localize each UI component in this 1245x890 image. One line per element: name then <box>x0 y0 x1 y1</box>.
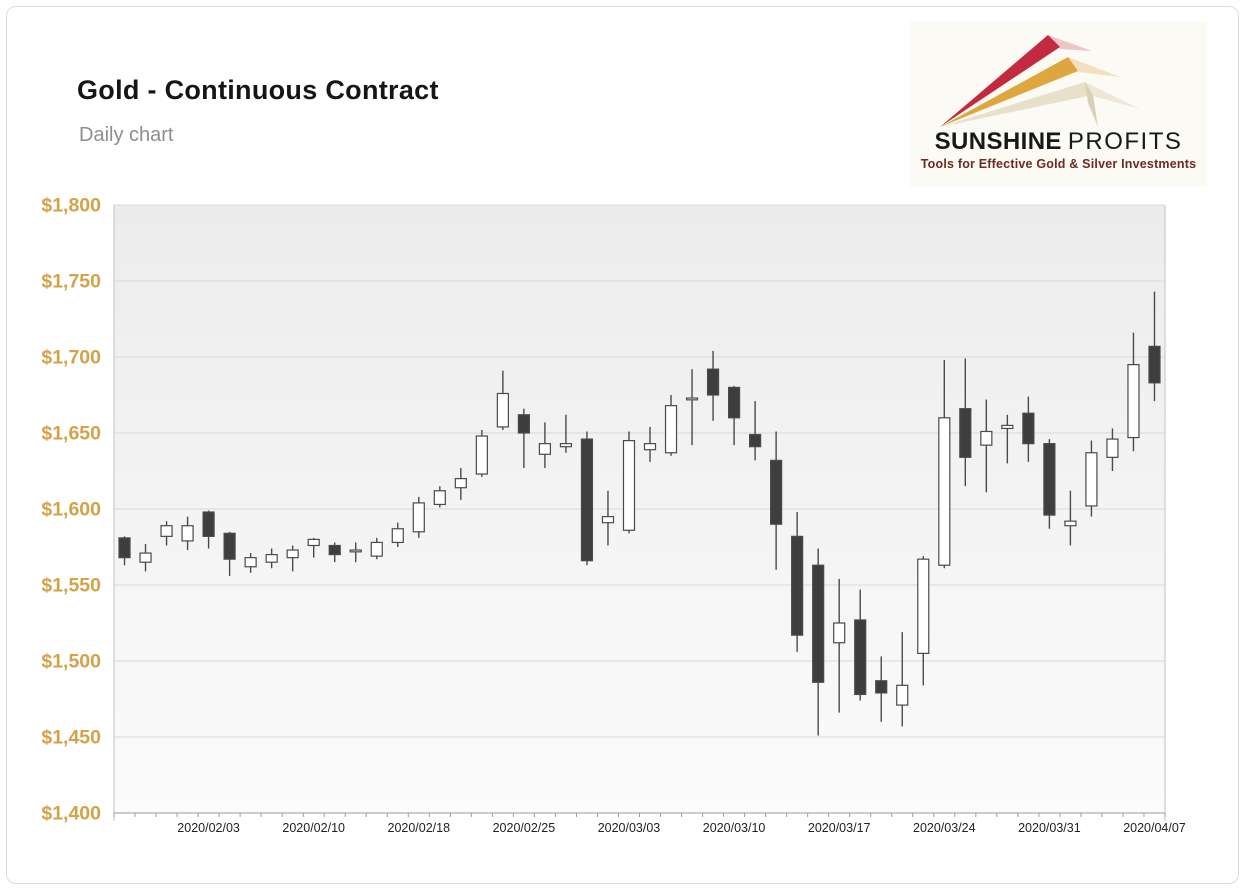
x-axis-label: 2020/03/17 <box>808 821 871 835</box>
candle-body <box>307 538 320 547</box>
candle-body <box>812 564 825 683</box>
logo-ray-cream <box>940 82 1093 127</box>
candle-body <box>517 414 530 434</box>
candle-body <box>1148 345 1161 384</box>
x-axis-label: 2020/04/07 <box>1123 821 1186 835</box>
x-axis-label: 2020/02/03 <box>177 821 240 835</box>
y-axis-label: $1,750 <box>41 271 101 293</box>
chart-title: Gold - Continuous Contract <box>77 75 439 105</box>
x-axis-label: 2020/02/10 <box>282 821 345 835</box>
x-axis-label: 2020/02/18 <box>388 821 451 835</box>
candle-body <box>160 525 173 537</box>
logo-tagline: Tools for Effective Gold & Silver Invest… <box>920 157 1197 171</box>
logo-brand-light: PROFITS <box>1067 128 1183 155</box>
y-axis-label: $1,700 <box>41 347 101 369</box>
candle-body <box>959 408 972 458</box>
candle-body <box>1106 438 1119 458</box>
candle-body <box>601 516 615 524</box>
candlestick-chart-svg: $1,800 $1,750 $1,700 $1,650 $1,600 $1,550 $1,5… <box>41 195 1186 836</box>
candle-body <box>1127 364 1140 439</box>
y-axis-label: $1,500 <box>41 651 101 673</box>
candle-body <box>475 435 488 475</box>
logo-rays-icon <box>940 35 1140 127</box>
candle-body <box>223 532 236 560</box>
candle-body <box>1064 520 1077 527</box>
candle-body <box>433 490 446 506</box>
candle-body <box>580 438 594 562</box>
logo-ray-cream-echo <box>1085 82 1140 109</box>
candle-body <box>286 549 299 559</box>
candle-body <box>1085 452 1098 507</box>
candle-body <box>496 392 509 428</box>
candle-body <box>181 525 194 542</box>
candle-body <box>1022 412 1035 445</box>
candle-body <box>706 368 720 396</box>
candle-body <box>244 557 257 568</box>
candle-body <box>643 443 657 451</box>
candle-body <box>938 417 951 566</box>
candle-body <box>454 478 467 489</box>
candle-body <box>833 622 846 644</box>
candle-body <box>664 405 678 454</box>
logo-brand-bold: SUNSHINE <box>934 128 1062 155</box>
candle-body <box>538 443 552 455</box>
candlestick-chart: $1,800 $1,750 $1,700 $1,650 $1,600 $1,550 $1,5… <box>7 192 1245 872</box>
sunshine-profits-logo: SUNSHINE PROFITS Tools for Effective Gold… <box>910 21 1207 187</box>
x-axis-label: 2020/03/03 <box>598 821 661 835</box>
candle-body <box>917 558 930 655</box>
y-axis-label: $1,600 <box>41 499 101 521</box>
candle-body <box>749 433 762 448</box>
candle-body <box>349 549 362 553</box>
chart-card: Gold - Continuous Contract Daily chart S… <box>6 6 1239 884</box>
candle-body <box>559 443 573 448</box>
x-axis-label: 2020/03/24 <box>913 821 976 835</box>
candle-body <box>875 680 888 694</box>
logo-ray-red <box>940 35 1060 127</box>
candle-body <box>685 397 699 401</box>
candle-body <box>139 552 152 563</box>
candle-body <box>1043 443 1056 516</box>
candle-body <box>854 619 867 696</box>
candle-body <box>1001 424 1014 430</box>
x-axis-label: 2020/03/31 <box>1018 821 1081 835</box>
candle-body <box>412 502 425 533</box>
y-axis-label: $1,650 <box>41 423 101 445</box>
candle-body <box>265 554 278 563</box>
candle-body <box>791 535 804 636</box>
y-axis-label: $1,400 <box>41 803 101 825</box>
candle-body <box>391 528 404 544</box>
logo-ray-gold <box>940 57 1078 127</box>
candle-body <box>328 544 341 556</box>
logo-brand-text: SUNSHINE PROFITS <box>910 128 1207 156</box>
candle-body <box>622 440 636 531</box>
candle-body <box>370 541 383 557</box>
candle-body <box>202 511 215 537</box>
logo-ray-gold-echo <box>1068 57 1120 77</box>
chart-subtitle: Daily chart <box>79 124 174 146</box>
candle-body <box>896 684 909 706</box>
candle-body <box>980 430 993 446</box>
y-axis-label: $1,450 <box>41 727 101 749</box>
logo-ray-cream-hook <box>1085 82 1098 127</box>
candle-body <box>727 386 741 419</box>
y-axis-label: $1,550 <box>41 575 101 597</box>
candle-body <box>118 537 131 559</box>
candle-body <box>770 459 783 525</box>
y-axis-label: $1,800 <box>41 195 101 217</box>
x-axis-label: 2020/02/25 <box>493 821 556 835</box>
x-axis-label: 2020/03/10 <box>703 821 766 835</box>
